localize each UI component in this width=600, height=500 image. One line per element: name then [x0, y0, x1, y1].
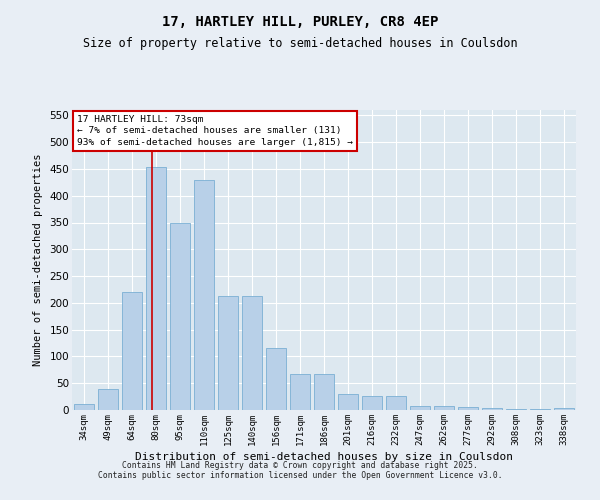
Bar [434, 406, 454, 410]
Text: Size of property relative to semi-detached houses in Coulsdon: Size of property relative to semi-detach… [83, 38, 517, 51]
Text: 17, HARTLEY HILL, PURLEY, CR8 4EP: 17, HARTLEY HILL, PURLEY, CR8 4EP [162, 15, 438, 29]
Bar [266, 348, 286, 410]
Bar [242, 296, 262, 410]
Y-axis label: Number of semi-detached properties: Number of semi-detached properties [32, 154, 43, 366]
Text: 17 HARTLEY HILL: 73sqm
← 7% of semi-detached houses are smaller (131)
93% of sem: 17 HARTLEY HILL: 73sqm ← 7% of semi-deta… [77, 114, 353, 147]
Bar [314, 374, 334, 410]
Bar [146, 168, 166, 410]
Bar [554, 408, 574, 410]
Bar [194, 180, 214, 410]
Bar [218, 296, 238, 410]
Bar [170, 222, 190, 410]
Bar [122, 292, 142, 410]
Bar [386, 396, 406, 410]
Text: Contains HM Land Registry data © Crown copyright and database right 2025.
Contai: Contains HM Land Registry data © Crown c… [98, 460, 502, 480]
Bar [290, 374, 310, 410]
Bar [362, 396, 382, 410]
Bar [74, 404, 94, 410]
Bar [98, 388, 118, 410]
Bar [410, 406, 430, 410]
X-axis label: Distribution of semi-detached houses by size in Coulsdon: Distribution of semi-detached houses by … [135, 452, 513, 462]
Bar [458, 408, 478, 410]
Bar [338, 394, 358, 410]
Bar [482, 408, 502, 410]
